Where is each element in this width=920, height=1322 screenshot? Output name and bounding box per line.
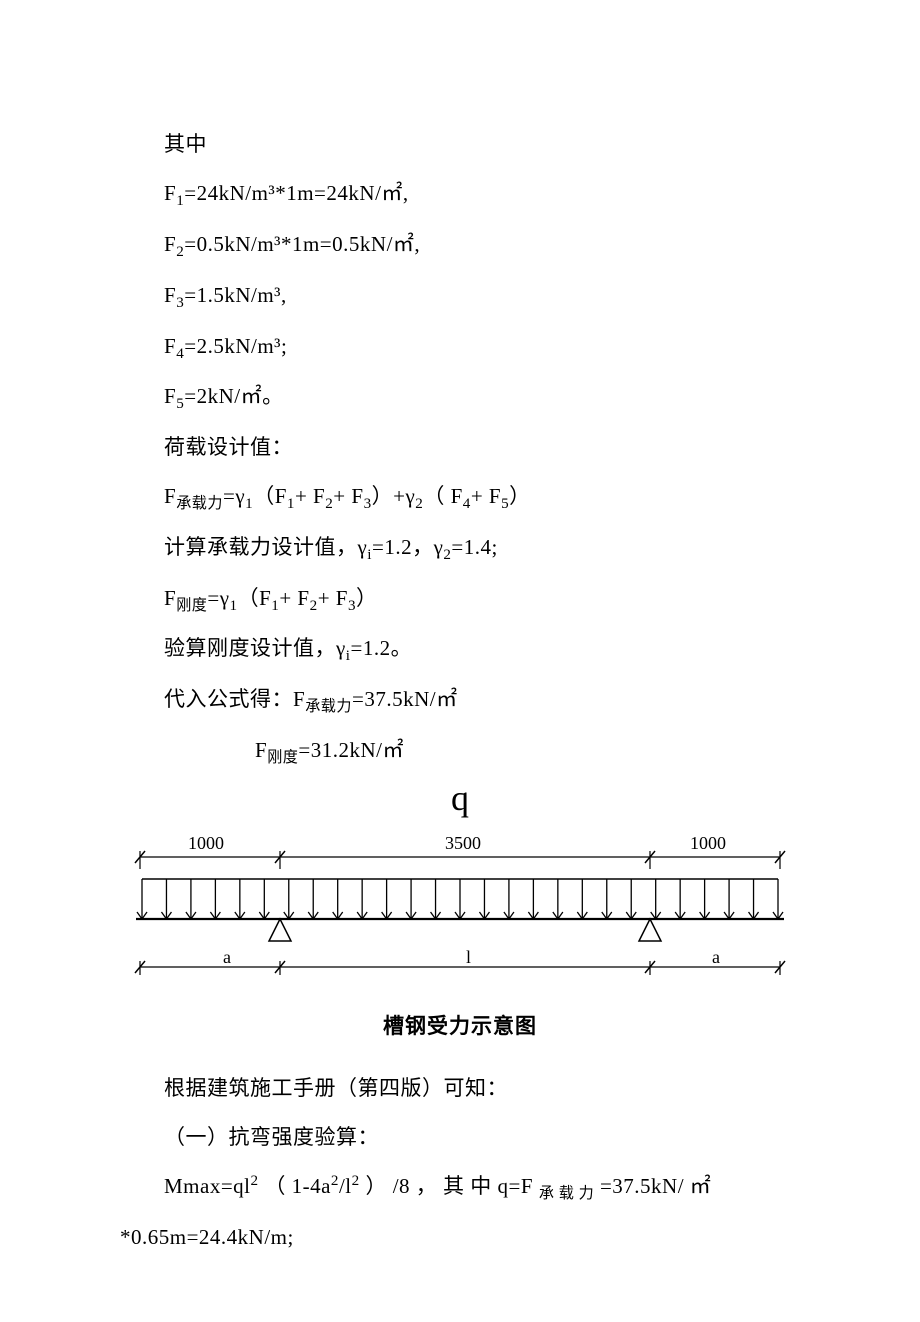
text-line: Mmax=ql2 （ 1-4a2/l2 ） /8 ， 其 中 q=F 承 载 力… [120, 1162, 800, 1213]
text-line: F4=2.5kN/m³; [120, 322, 800, 373]
text-line: *0.65m=24.4kN/m; [120, 1213, 800, 1262]
text-line: F刚度=31.2kN/㎡ [120, 726, 800, 777]
diagram-caption: 槽钢受力示意图 [120, 1010, 800, 1040]
text-line: F5=2kN/㎡。 [120, 372, 800, 423]
text-line: 荷载设计值： [120, 423, 800, 472]
text-line: 其中 [120, 120, 800, 169]
svg-text:a: a [223, 947, 231, 967]
text-line: 验算刚度设计值，γi=1.2。 [120, 624, 800, 675]
diagram-q-label: q [120, 777, 800, 819]
text-line: F1=24kN/m³*1m=24kN/㎡, [120, 169, 800, 220]
text-line: （一）抗弯强度验算： [120, 1113, 800, 1162]
svg-text:a: a [712, 947, 720, 967]
text-line: 计算承载力设计值，γi=1.2，γ2=1.4; [120, 523, 800, 574]
text-line: 根据建筑施工手册（第四版）可知： [120, 1064, 800, 1113]
text-line: F刚度=γ1（F1+ F2+ F3） [120, 574, 800, 625]
text-line: 代入公式得：F承载力=37.5kN/㎡ [120, 675, 800, 726]
beam-diagram: 1000 3500 1000 a l a [120, 829, 800, 989]
text-line: F承载力=γ1（F1+ F2+ F3）+γ2（ F4+ F5） [120, 472, 800, 523]
svg-text:1000: 1000 [188, 833, 224, 853]
svg-text:1000: 1000 [690, 833, 726, 853]
text-line: F2=0.5kN/m³*1m=0.5kN/㎡, [120, 220, 800, 271]
svg-text:l: l [466, 947, 471, 967]
svg-text:3500: 3500 [445, 833, 481, 853]
text-line: F3=1.5kN/m³, [120, 271, 800, 322]
